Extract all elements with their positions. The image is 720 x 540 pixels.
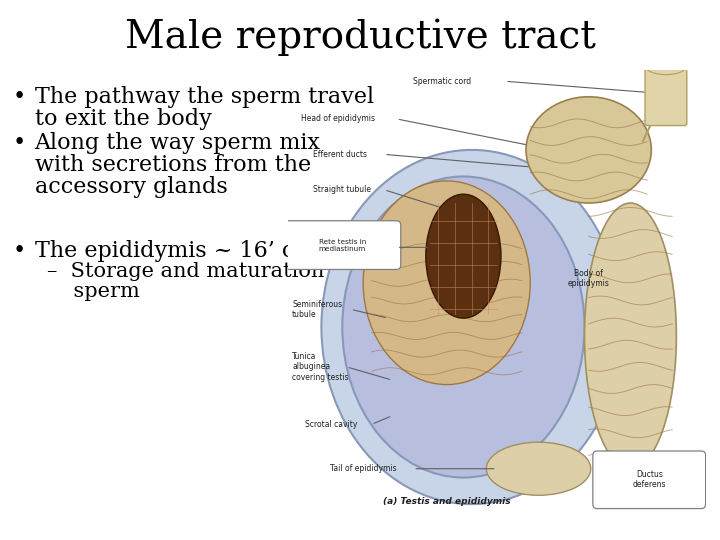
Text: Ductus
deferens: Ductus deferens xyxy=(632,470,666,489)
Text: sperm: sperm xyxy=(47,282,140,301)
Text: Tunica
albuginea
covering testis: Tunica albuginea covering testis xyxy=(292,352,348,382)
Ellipse shape xyxy=(585,203,676,469)
Text: The pathway the sperm travel: The pathway the sperm travel xyxy=(35,86,374,109)
Text: Along the way sperm mix: Along the way sperm mix xyxy=(35,132,320,154)
Text: Straight tubule: Straight tubule xyxy=(313,185,371,194)
Text: Scrotal cavity: Scrotal cavity xyxy=(305,420,357,429)
Ellipse shape xyxy=(363,181,530,384)
Ellipse shape xyxy=(321,150,622,504)
Text: The epididymis ~ 16’ of tube: The epididymis ~ 16’ of tube xyxy=(35,240,361,262)
Ellipse shape xyxy=(526,97,652,203)
Text: accessory glands: accessory glands xyxy=(35,176,228,198)
Text: to exit the body: to exit the body xyxy=(35,108,212,130)
Text: Body of
epididymis: Body of epididymis xyxy=(568,268,610,288)
Text: Tail of epididymis: Tail of epididymis xyxy=(330,464,397,473)
Text: Seminiferous
tubule: Seminiferous tubule xyxy=(292,300,342,319)
Text: with secretions from the: with secretions from the xyxy=(35,154,311,176)
Text: •: • xyxy=(13,86,26,109)
Text: •: • xyxy=(13,240,26,262)
Text: Rete testis in
mediastinum: Rete testis in mediastinum xyxy=(319,239,366,252)
Text: •: • xyxy=(13,132,26,154)
FancyBboxPatch shape xyxy=(645,68,687,126)
Text: Male reproductive tract: Male reproductive tract xyxy=(125,19,595,56)
FancyBboxPatch shape xyxy=(284,221,401,269)
FancyBboxPatch shape xyxy=(593,451,706,509)
Text: Efferent ducts: Efferent ducts xyxy=(313,150,367,159)
Ellipse shape xyxy=(342,177,585,477)
Text: (a) Testis and epididymis: (a) Testis and epididymis xyxy=(383,497,510,507)
Ellipse shape xyxy=(645,57,687,75)
Text: Head of epididymis: Head of epididymis xyxy=(300,114,374,124)
Ellipse shape xyxy=(486,442,590,495)
Ellipse shape xyxy=(426,194,501,318)
Text: –  Storage and maturation of: – Storage and maturation of xyxy=(47,262,351,281)
Text: Spermatic cord: Spermatic cord xyxy=(413,77,472,86)
